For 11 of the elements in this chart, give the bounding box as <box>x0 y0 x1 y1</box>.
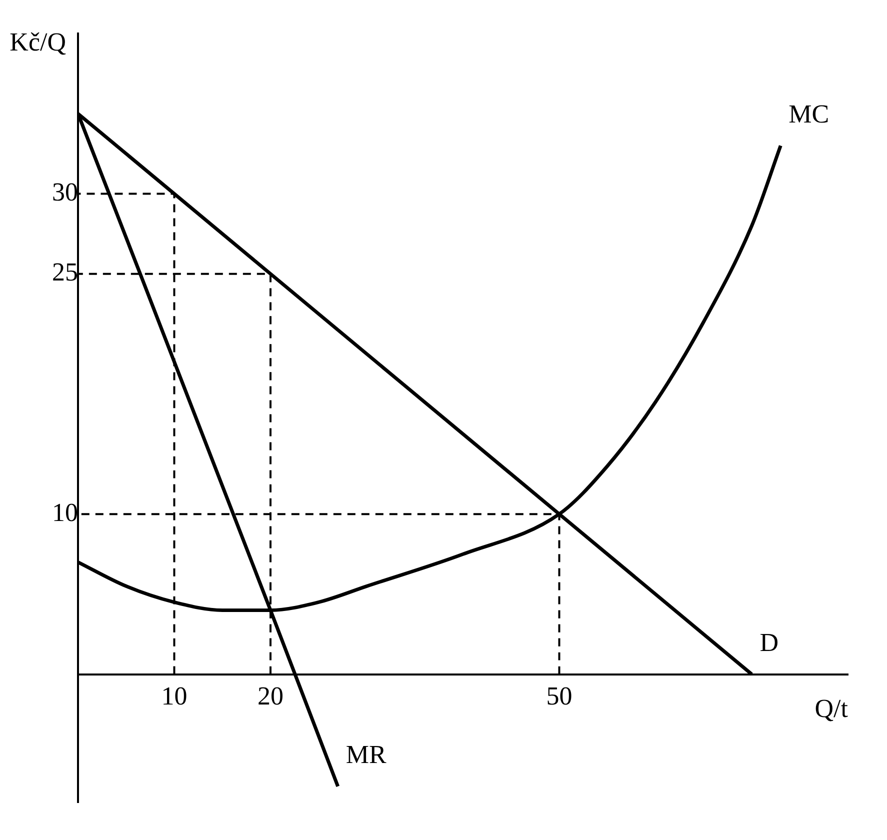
y-tick-label: 25 <box>52 258 78 287</box>
x-tick-label: 50 <box>546 682 572 711</box>
x-tick-label: 10 <box>161 682 188 711</box>
x-tick-label: 20 <box>258 682 284 711</box>
series-label: MC <box>788 100 830 129</box>
y-tick-label: 30 <box>52 178 78 207</box>
y-axis-title: Kč/Q <box>10 27 66 56</box>
series-label: D <box>760 628 779 658</box>
x-axis-title: Q/t <box>814 694 849 724</box>
y-tick-label: 10 <box>52 498 78 527</box>
series-label: MR <box>346 740 387 770</box>
